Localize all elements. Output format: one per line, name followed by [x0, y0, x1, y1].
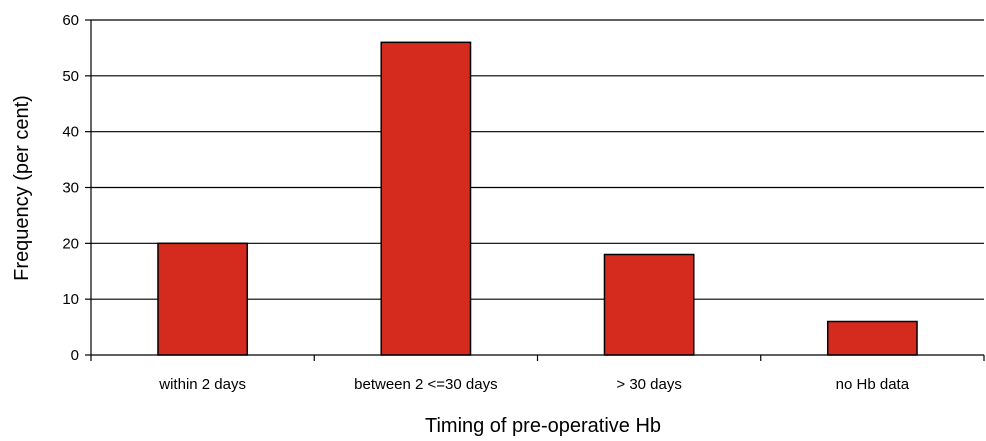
y-tick-label: 0	[71, 347, 79, 364]
y-tick-label: 30	[62, 180, 79, 197]
bar	[603, 253, 695, 356]
y-tick-label: 40	[62, 124, 79, 141]
x-axis-title: Timing of pre-operative Hb	[425, 415, 661, 437]
bars	[157, 41, 918, 356]
x-tick-label: no Hb data	[836, 376, 910, 393]
bar	[157, 242, 249, 356]
y-tick-label: 50	[62, 68, 79, 85]
y-tick-label: 10	[62, 291, 79, 308]
x-tick-labels: within 2 days between 2 <=30 days > 30 day…	[158, 376, 909, 393]
y-tick-label: 60	[62, 12, 79, 29]
x-tick-label: between 2 <=30 days	[354, 376, 497, 393]
y-axis-title: Frequency (per cent)	[11, 95, 33, 281]
y-tick-label: 20	[62, 235, 79, 252]
bar	[826, 320, 918, 356]
bar	[380, 41, 472, 356]
axes	[85, 19, 985, 361]
x-tick-label: > 30 days	[616, 376, 681, 393]
x-tick-label: within 2 days	[158, 376, 246, 393]
y-tick-labels: 0 10 20 30 40 50 60	[62, 12, 79, 364]
